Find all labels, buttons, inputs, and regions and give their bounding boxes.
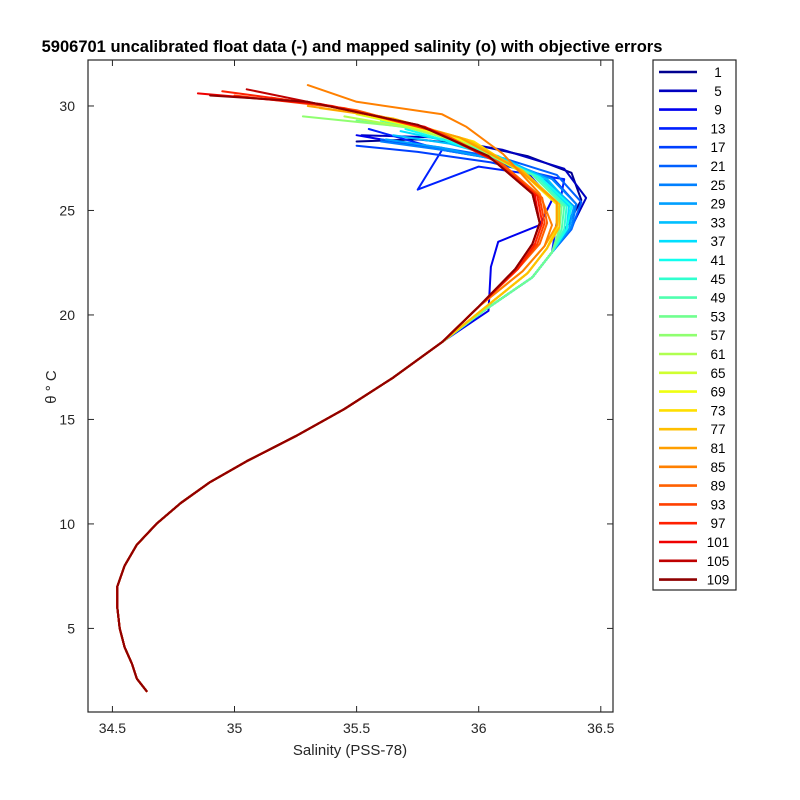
x-tick-label: 36: [471, 720, 487, 736]
legend-label-77: 77: [710, 422, 725, 437]
legend-label-101: 101: [707, 535, 730, 550]
legend-label-69: 69: [710, 385, 725, 400]
legend-label-33: 33: [710, 215, 725, 230]
legend-label-85: 85: [710, 460, 725, 475]
series-line-21: [116, 138, 583, 693]
series-line-65: [116, 113, 558, 693]
legend-label-57: 57: [710, 328, 725, 343]
series-line-101: [116, 92, 541, 693]
legend-label-109: 109: [707, 573, 730, 588]
y-tick-label: 10: [59, 516, 75, 532]
y-tick-label: 30: [59, 98, 75, 114]
series-line-85: [116, 84, 553, 693]
legend-label-93: 93: [710, 497, 725, 512]
series-line-89: [116, 96, 549, 693]
y-tick-label: 15: [59, 411, 75, 427]
legend-label-53: 53: [710, 309, 725, 324]
series-line-9: [116, 134, 553, 693]
legend-label-65: 65: [710, 366, 725, 381]
plot-area: [116, 84, 588, 693]
series-line-29: [116, 138, 575, 693]
legend-label-5: 5: [714, 84, 722, 99]
series-line-77: [116, 107, 561, 693]
legend-label-61: 61: [710, 347, 725, 362]
legend-label-17: 17: [710, 140, 725, 155]
y-axis-label: θ ° C: [43, 370, 60, 404]
legend-label-21: 21: [710, 159, 725, 174]
series-line-37: [116, 130, 570, 693]
series-line-33: [116, 134, 573, 693]
legend-label-81: 81: [710, 441, 725, 456]
series-line-25: [116, 140, 578, 693]
chart-title: 5906701 uncalibrated float data (-) and …: [42, 38, 663, 56]
legend-label-9: 9: [714, 103, 722, 118]
axes-box: [87, 59, 614, 713]
series-line-5: [116, 134, 588, 693]
legend-label-1: 1: [714, 65, 722, 80]
legend-label-89: 89: [710, 479, 725, 494]
legend-label-29: 29: [710, 197, 725, 212]
legend-label-73: 73: [710, 403, 725, 418]
series-line-93: [116, 94, 546, 693]
series-line-105: [116, 88, 541, 693]
y-tick-label: 5: [67, 620, 75, 636]
series-line-109: [116, 94, 541, 693]
series-line-1: [116, 138, 583, 693]
legend: 1 5 9 13 17 21 25 29 33 37 41 45 49 53 57 61 65 69 73 77 81 8…: [652, 59, 737, 591]
series-line-97: [116, 90, 544, 693]
legend-label-25: 25: [710, 178, 725, 193]
y-tick-label: 20: [59, 307, 75, 323]
legend-label-13: 13: [710, 121, 725, 136]
series-line-81: [116, 105, 558, 693]
series-line-61: [116, 115, 558, 693]
x-tick-label: 35: [227, 720, 243, 736]
y-tick-label: 25: [59, 202, 75, 218]
legend-label-41: 41: [710, 253, 725, 268]
legend-label-49: 49: [710, 291, 725, 306]
series-line-57: [116, 115, 561, 693]
x-tick-label: 34.5: [99, 720, 126, 736]
series-line-45: [116, 125, 568, 693]
x-tick-label: 36.5: [587, 720, 614, 736]
legend-label-105: 105: [707, 554, 730, 569]
legend-label-97: 97: [710, 516, 725, 531]
series-line-73: [116, 109, 558, 693]
x-tick-label: 35.5: [343, 720, 370, 736]
y-axis: 5 10 15 20 25 30: [59, 98, 613, 636]
legend-label-45: 45: [710, 272, 725, 287]
x-axis-label: Salinity (PSS-78): [293, 742, 407, 759]
series-line-49: [116, 119, 566, 693]
legend-label-37: 37: [710, 234, 725, 249]
x-axis: 34.5 35 35.5 36 36.5: [99, 60, 615, 736]
series-line-69: [116, 111, 558, 693]
series-line-53: [116, 119, 563, 693]
series-line-17: [116, 144, 578, 693]
